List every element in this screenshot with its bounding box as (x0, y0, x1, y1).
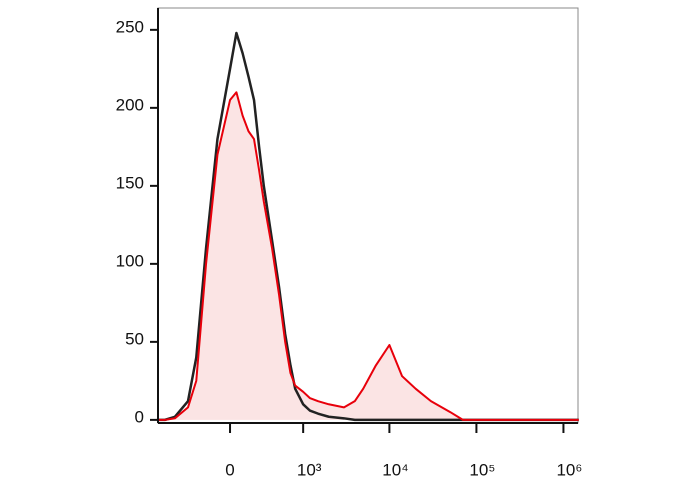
x-tick-label: 10⁶ (556, 460, 582, 479)
x-tick-label: 10⁵ (469, 460, 495, 479)
control-line (156, 31, 579, 422)
sample-area (156, 92, 579, 420)
y-tick-label: 200 (116, 95, 144, 114)
y-tick-label: 250 (116, 17, 144, 36)
y-tick-label: 150 (116, 173, 144, 192)
x-tick-label: 0 (225, 460, 234, 479)
y-tick-label: 50 (125, 329, 144, 348)
sample-line (156, 91, 579, 421)
x-tick-label: 10⁴ (382, 460, 408, 479)
y-tick-label: 100 (116, 251, 144, 270)
y-tick-label: 0 (135, 407, 144, 426)
x-tick-label: 10³ (297, 460, 322, 479)
